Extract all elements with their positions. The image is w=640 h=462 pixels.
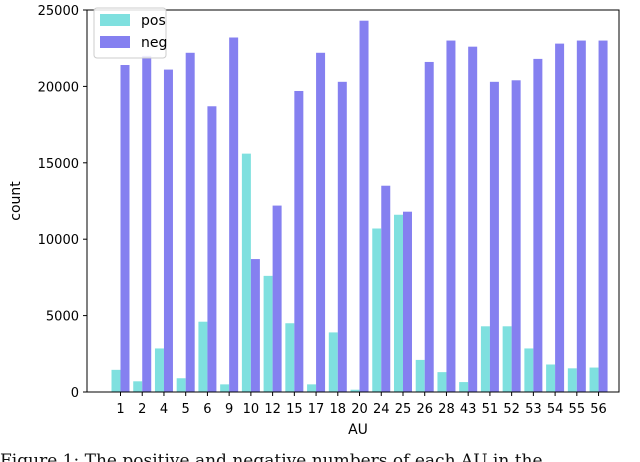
bar-neg-43 [468,46,478,393]
y-tick-label-25000: 25000 [38,4,79,19]
bar-neg-6 [207,106,217,392]
x-tick-label-52: 52 [503,402,520,417]
bar-neg-54 [555,43,565,393]
x-tick-label-9: 9 [225,402,233,417]
bar-pos-53 [524,348,534,392]
bar-pos-52 [502,326,512,392]
bar-neg-26 [424,61,434,393]
bar-neg-25 [402,211,412,392]
bar-pos-6 [198,321,208,392]
x-tick-label-12: 12 [264,402,281,417]
x-axis: 1 2 4 5 6 9 10 12 15 17 18 20 24 25 26 28 43 51 52 53 54 55 56 [116,392,607,417]
bar-pos-15 [285,323,295,392]
bar-neg-28 [446,40,456,393]
plot-frame [86,9,620,393]
legend-swatch-neg [100,36,130,48]
x-tick-label-26: 26 [416,402,433,417]
bar-pos-4 [154,348,164,392]
bar-neg-2 [142,55,152,393]
bar-pos-12 [263,275,273,392]
x-tick-label-28: 28 [438,402,455,417]
bar-neg-53 [533,58,543,393]
y-tick-label-10000: 10000 [38,233,79,248]
x-tick-label-43: 43 [460,402,477,417]
bar-pos-51 [480,326,490,392]
y-axis: 0 5000 10000 15000 20000 25000 [38,4,87,401]
bar-pos-55 [567,368,577,392]
legend: pos neg [93,7,167,59]
x-tick-label-51: 51 [482,402,499,417]
bar-neg-12 [272,205,282,392]
x-tick-label-4: 4 [160,402,168,417]
bar-pos-54 [546,364,556,392]
x-tick-label-10: 10 [243,402,260,417]
y-axis-label: count [8,181,24,221]
bar-pos-10 [241,153,251,392]
bar-pos-9 [220,384,230,392]
bar-pos-24 [372,228,382,392]
bar-pos-26 [415,359,425,392]
x-tick-label-20: 20 [351,402,368,417]
bar-pos-5 [176,378,186,392]
x-axis-label: AU [348,422,368,438]
x-tick-label-18: 18 [330,402,347,417]
bar-neg-4 [163,69,173,392]
x-tick-label-54: 54 [547,402,564,417]
bar-neg-9 [229,37,239,393]
x-tick-label-15: 15 [286,402,303,417]
x-tick-label-6: 6 [203,402,211,417]
bar-pos-28 [437,372,447,392]
x-tick-label-5: 5 [182,402,190,417]
bar-neg-55 [576,40,586,393]
legend-label-neg: neg [141,35,167,51]
legend-label-pos: pos [141,13,166,29]
bar-pos-25 [393,214,403,392]
bar-pos-20 [350,389,360,392]
x-tick-label-56: 56 [590,402,607,417]
bar-pos-2 [133,381,143,392]
bar-pos-18 [328,332,338,392]
bar-neg-10 [250,259,260,392]
x-tick-label-24: 24 [373,402,390,417]
x-tick-label-25: 25 [395,402,412,417]
x-tick-label-55: 55 [569,402,586,417]
y-tick-label-5000: 5000 [46,310,79,325]
y-tick-label-15000: 15000 [38,157,79,172]
bar-neg-56 [598,40,608,393]
x-tick-label-17: 17 [308,402,325,417]
bar-neg-52 [511,80,521,393]
bar-pos-43 [459,382,469,392]
bar-neg-5 [185,52,195,393]
y-tick-label-0: 0 [71,386,79,401]
bar-pos-17 [307,384,317,392]
bar-neg-15 [294,90,304,392]
x-tick-label-53: 53 [525,402,542,417]
bar-pos-56 [589,367,599,392]
bars-group [111,20,608,393]
bar-neg-17 [316,52,326,393]
bar-neg-18 [337,81,347,392]
figure-caption: Figure 1: The positive and negative numb… [0,451,543,462]
y-tick-label-20000: 20000 [38,80,79,95]
bar-neg-20 [359,20,369,393]
bar-neg-1 [120,65,130,393]
legend-swatch-pos [100,14,130,26]
x-tick-label-1: 1 [116,402,124,417]
x-tick-label-2: 2 [138,402,146,417]
bar-pos-1 [111,369,121,392]
bar-neg-24 [381,185,391,392]
bar-neg-51 [489,81,499,392]
